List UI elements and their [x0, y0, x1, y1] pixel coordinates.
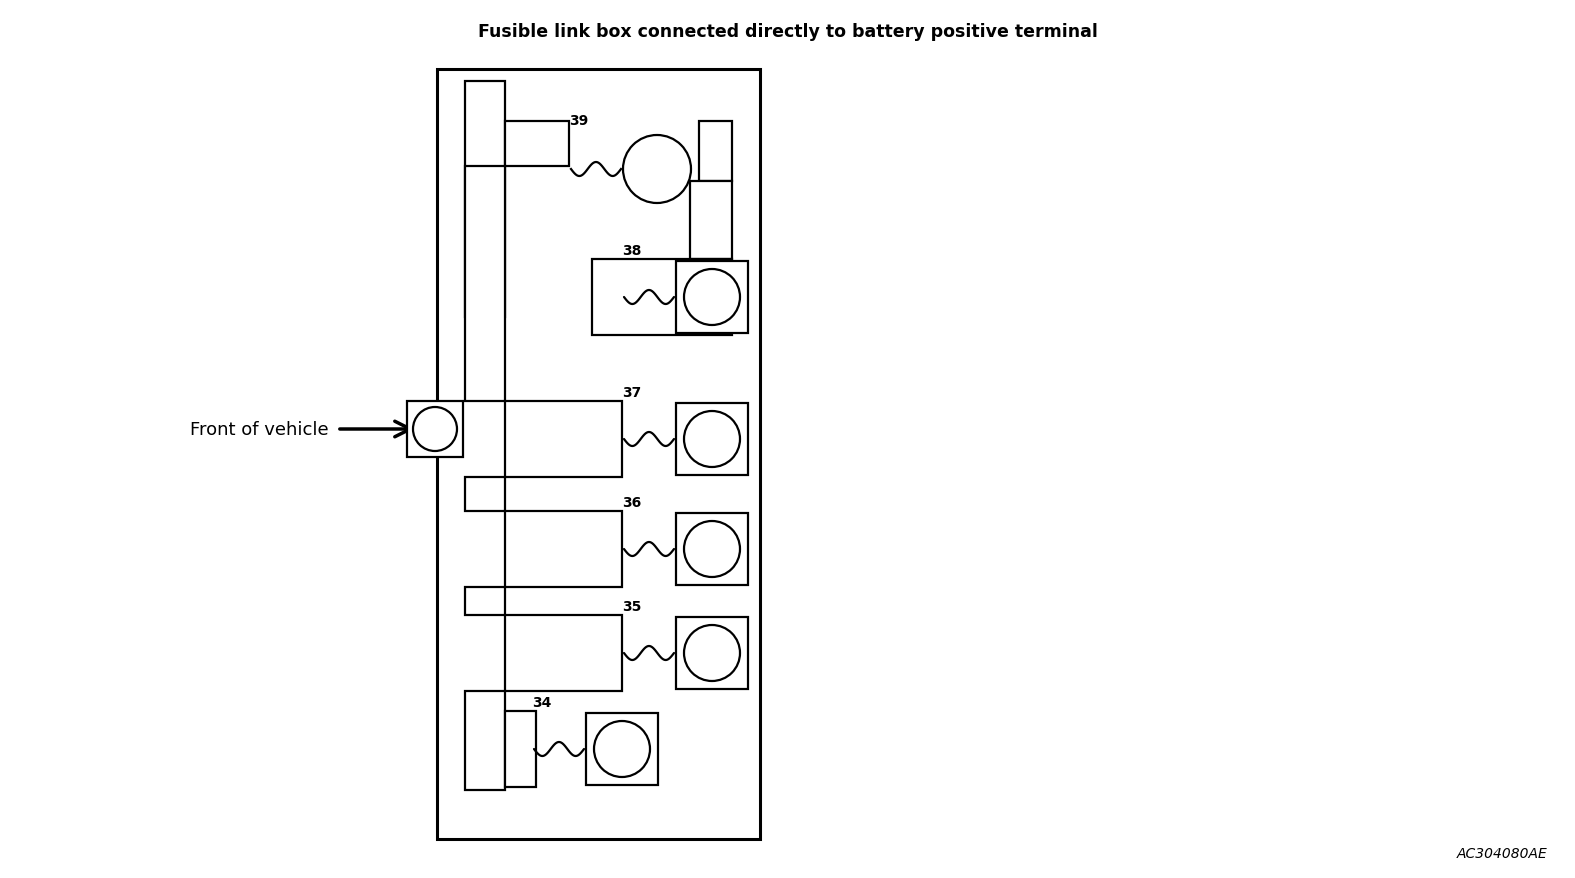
Bar [406, 401, 463, 457]
Bar [676, 404, 748, 476]
Bar [506, 401, 622, 478]
Bar [676, 262, 748, 334]
Bar [506, 711, 536, 787]
Circle shape [684, 270, 740, 326]
Text: 39: 39 [569, 114, 587, 128]
Text: 38: 38 [622, 244, 641, 258]
Bar [592, 260, 732, 335]
Text: Fusible link box connected directly to battery positive terminal: Fusible link box connected directly to b… [477, 23, 1098, 41]
Bar [465, 691, 506, 790]
Text: 36: 36 [622, 495, 641, 509]
Circle shape [624, 136, 691, 204]
Bar [465, 478, 506, 511]
Bar [506, 615, 622, 691]
Text: AC304080AE: AC304080AE [1457, 846, 1547, 860]
Circle shape [594, 721, 650, 777]
Bar [506, 511, 622, 587]
Bar [465, 82, 506, 318]
Bar [676, 617, 748, 689]
Text: 37: 37 [622, 385, 641, 399]
Circle shape [413, 407, 457, 451]
Circle shape [684, 412, 740, 467]
Text: 35: 35 [622, 600, 641, 614]
Bar [699, 122, 732, 182]
Text: Front of vehicle: Front of vehicle [191, 421, 329, 438]
Bar [465, 587, 506, 615]
Circle shape [684, 522, 740, 578]
Bar [586, 713, 658, 785]
Text: 34: 34 [532, 695, 551, 709]
Bar [465, 167, 506, 401]
Circle shape [684, 625, 740, 681]
Bar [506, 122, 569, 167]
Bar [690, 182, 732, 260]
Bar [436, 70, 761, 839]
Bar [676, 514, 748, 586]
